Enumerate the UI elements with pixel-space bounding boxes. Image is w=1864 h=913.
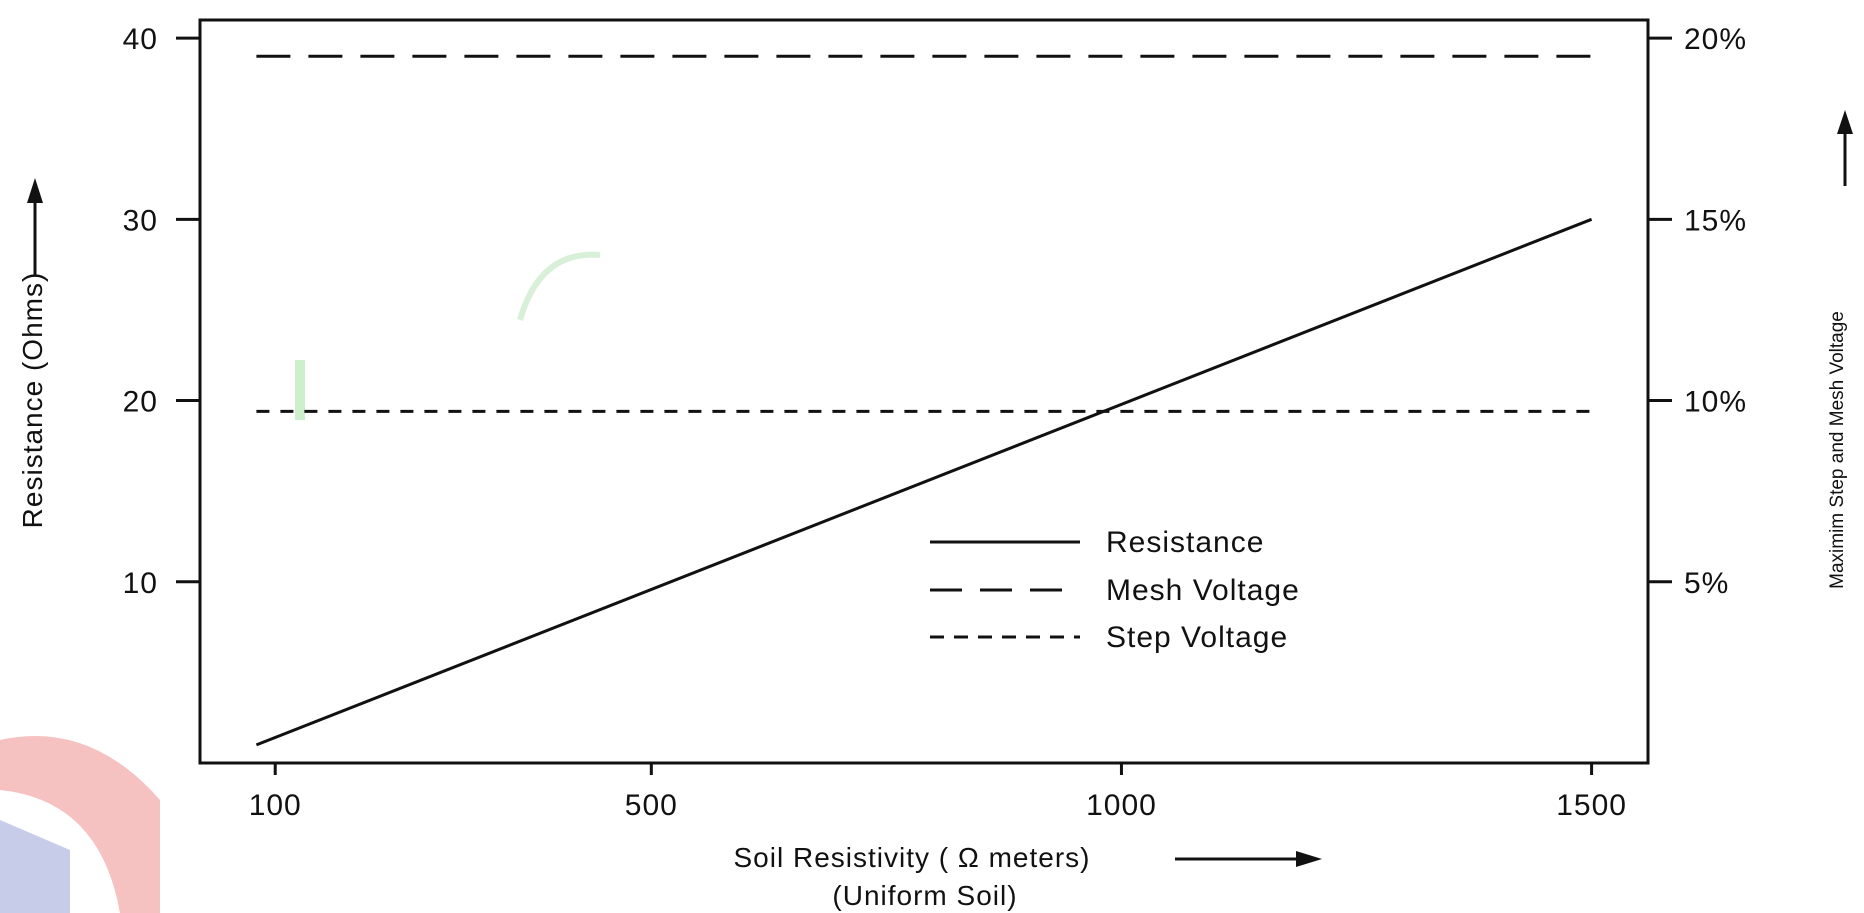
y2-tick-label: 5% <box>1684 567 1729 600</box>
y-tick-label: 20 <box>123 386 158 419</box>
series-line-resistance <box>255 217 1593 747</box>
y-axis-title: Resistance (Ohms) <box>17 272 48 529</box>
axes <box>198 18 1650 765</box>
y-ticks: 10 20 30 40 <box>123 23 200 600</box>
y-tick-label: 40 <box>123 23 158 56</box>
x-tick-label: 100 <box>249 789 302 822</box>
x-ticks: 100 500 1000 1500 <box>249 763 1627 822</box>
y-tick-label: 30 <box>123 204 158 237</box>
x-axis-arrow-head <box>1296 851 1322 867</box>
watermark <box>0 251 601 913</box>
y2-axis-arrow-head <box>1837 110 1853 134</box>
series-layer <box>255 54 1593 747</box>
legend: Resistance Mesh Voltage Step Voltage <box>930 526 1300 654</box>
y2-tick-label: 10% <box>1684 386 1747 419</box>
y2-tick-label: 15% <box>1684 204 1747 237</box>
plot-frame <box>198 18 1650 765</box>
y2-axis-title: Maximim Step and Mesh Voltage <box>1827 311 1848 589</box>
y-tick-label: 10 <box>123 567 158 600</box>
y2-ticks: 5% 10% 15% 20% <box>1648 23 1747 600</box>
x-tick-label: 500 <box>625 789 678 822</box>
x-axis-title: Soil Resistivity ( Ω meters) <box>734 842 1091 873</box>
x-tick-label: 1500 <box>1556 789 1627 822</box>
legend-label-resistance: Resistance <box>1106 526 1264 559</box>
legend-label-step-voltage: Step Voltage <box>1106 621 1288 654</box>
y2-tick-label: 20% <box>1684 23 1747 56</box>
legend-label-mesh-voltage: Mesh Voltage <box>1106 574 1300 607</box>
x-axis-subtitle: (Uniform Soil) <box>832 880 1017 911</box>
y-axis-arrow-head <box>27 178 43 203</box>
x-tick-label: 1000 <box>1086 789 1157 822</box>
